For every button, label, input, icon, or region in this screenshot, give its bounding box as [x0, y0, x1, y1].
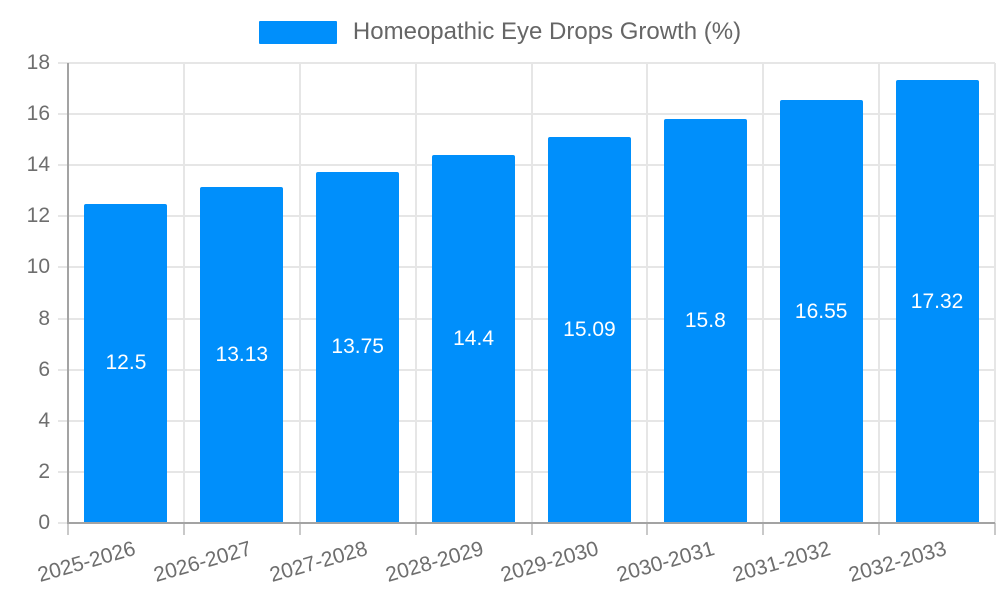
bar-value-label: 15.09	[563, 318, 616, 342]
y-axis-tick-label: 8	[38, 306, 50, 330]
bar[interactable]	[895, 80, 979, 523]
bar[interactable]	[316, 171, 400, 523]
y-axis-tick-label: 0	[38, 511, 50, 534]
y-axis-tick-mark	[58, 215, 68, 218]
x-axis-tick-mark	[646, 523, 649, 535]
gridline-vertical	[414, 63, 417, 523]
y-axis-tick-label: 2	[38, 459, 50, 483]
y-axis-tick-label: 16	[26, 102, 50, 126]
x-axis-tick-mark	[67, 523, 69, 535]
gridline-vertical	[530, 63, 533, 523]
x-axis-tick-mark	[182, 523, 185, 535]
bar-value-label: 13.13	[215, 343, 269, 367]
y-axis-tick-label: 4	[38, 408, 50, 432]
gridline-vertical	[762, 63, 765, 523]
y-axis-tick-mark	[58, 368, 68, 371]
gridline-vertical	[994, 63, 996, 523]
bar[interactable]	[84, 203, 168, 523]
legend-label: Homeopathic Eye Drops Growth (%)	[352, 18, 742, 45]
y-axis-tick-label: 6	[38, 357, 50, 381]
bar-value-label: 14.4	[453, 327, 494, 350]
y-axis-tick-label: 18	[26, 51, 50, 74]
y-axis-line	[67, 63, 69, 524]
gridline-vertical	[646, 63, 649, 523]
x-axis-tick-mark	[298, 523, 301, 535]
bar-value-label: 15.8	[684, 309, 726, 333]
x-axis-line	[68, 522, 995, 524]
bar-value-label: 16.55	[794, 299, 848, 323]
bar[interactable]	[547, 137, 631, 523]
bar-value-label: 12.5	[105, 351, 147, 375]
y-axis-tick-label: 10	[26, 255, 50, 279]
bar-value-label: 13.75	[331, 335, 384, 359]
gridline-vertical	[298, 63, 301, 523]
x-axis-tick-mark	[530, 523, 533, 535]
gridline-vertical	[878, 63, 881, 523]
y-axis-tick-mark	[58, 113, 68, 116]
bar[interactable]	[663, 119, 747, 523]
gridline-vertical	[182, 63, 185, 523]
y-axis-tick-mark	[58, 419, 68, 422]
y-axis-tick-mark	[58, 266, 68, 269]
y-axis-tick-label: 14	[26, 153, 50, 177]
y-axis-tick-mark	[58, 522, 68, 524]
x-axis-tick-mark	[762, 523, 765, 535]
y-axis-tick-mark	[58, 317, 68, 320]
x-axis-tick-mark	[878, 523, 881, 535]
legend[interactable]: Homeopathic Eye Drops Growth (%)	[0, 16, 1000, 48]
y-axis-tick-mark	[58, 470, 68, 473]
y-axis-tick-mark	[58, 164, 68, 167]
x-axis-tick-mark	[994, 523, 996, 535]
bar-value-label: 17.32	[910, 289, 964, 313]
y-axis-tick-label: 12	[26, 204, 50, 228]
x-axis-tick-mark	[414, 523, 417, 535]
y-axis-tick-mark	[58, 62, 68, 64]
legend-swatch-icon	[258, 20, 337, 44]
bar[interactable]	[432, 155, 516, 523]
bar[interactable]	[200, 187, 284, 523]
bar[interactable]	[779, 100, 863, 523]
